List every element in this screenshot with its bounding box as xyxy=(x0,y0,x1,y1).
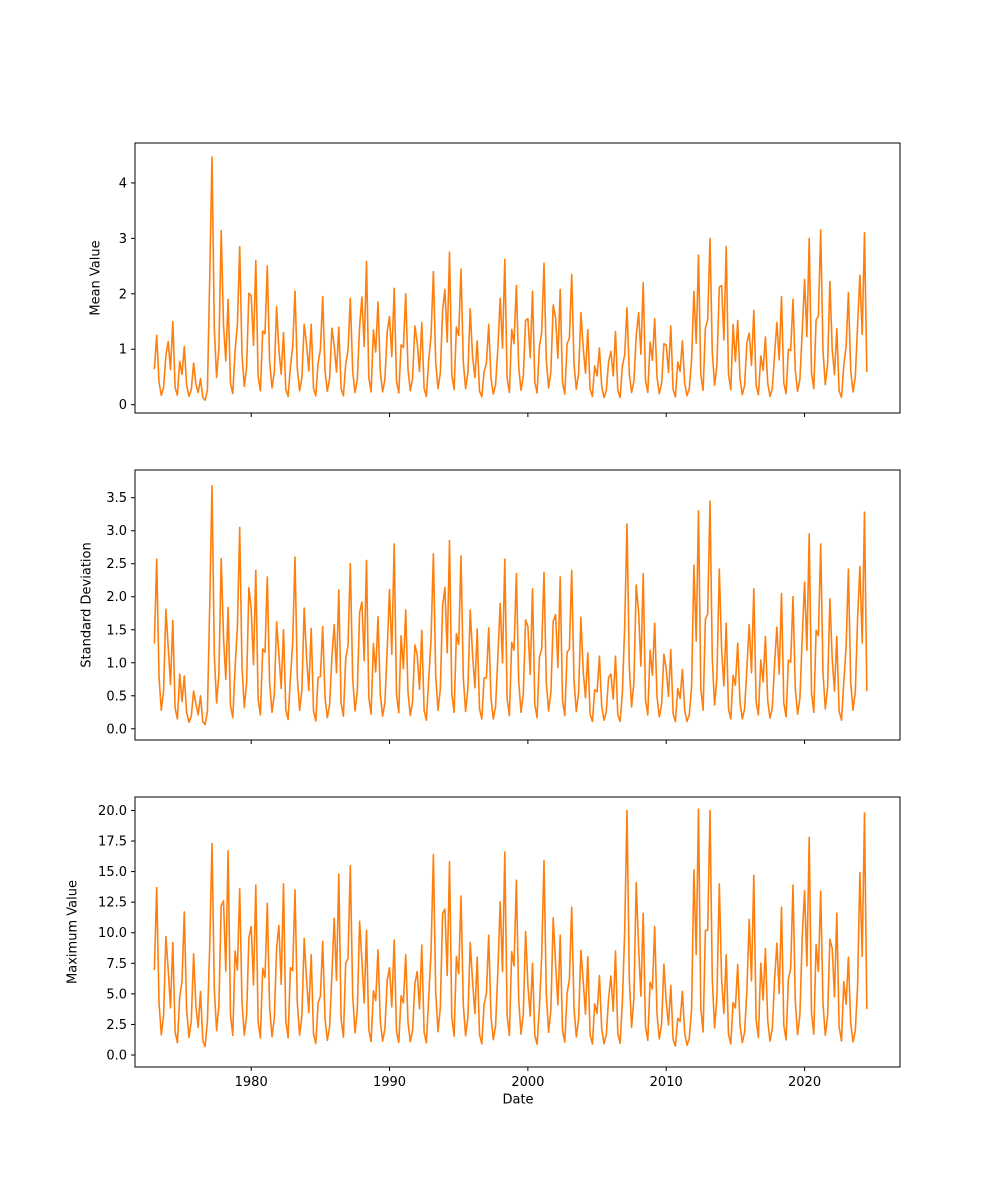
y-tick-label: 2.5 xyxy=(106,557,127,572)
axes-spines xyxy=(134,469,901,741)
y-tick-label: 7.5 xyxy=(106,957,127,972)
x-tick-label: 2020 xyxy=(788,1075,821,1090)
axes-spines xyxy=(134,142,901,414)
y-tick-label: 3.0 xyxy=(106,524,127,539)
axes-spines xyxy=(134,796,901,1068)
y-tick-label: 1.0 xyxy=(106,656,127,671)
y-tick-label: 1 xyxy=(119,343,127,358)
subplot-0: 0 1 2 3 4 xyxy=(119,142,901,417)
y-tick-label: 0.5 xyxy=(106,689,127,704)
x-tick-label: 2000 xyxy=(511,1075,544,1090)
y-tick-label: 15.0 xyxy=(98,865,127,880)
y-tick-label: 3 xyxy=(119,232,127,247)
series-line xyxy=(153,156,868,402)
y-axis-label-mean: Mean Value xyxy=(88,240,104,316)
y-axis-label-max: Maximum Value xyxy=(65,880,81,984)
y-tick-label: 20.0 xyxy=(98,804,127,819)
series-line xyxy=(153,808,868,1048)
y-tick-label: 0.0 xyxy=(106,1049,127,1064)
y-tick-label: 0 xyxy=(119,398,127,413)
y-axis-label-std: Standard Deviation xyxy=(79,542,95,668)
y-tick-label: 17.5 xyxy=(98,835,127,850)
x-tick-label: 1990 xyxy=(373,1075,406,1090)
series-line xyxy=(153,484,868,726)
x-tick-label: 2010 xyxy=(650,1075,683,1090)
y-tick-label: 2.0 xyxy=(106,590,127,605)
subplot-1: 0.0 0.5 1.0 1.5 2.0 2.5 3.0 3.5 xyxy=(106,469,901,744)
y-tick-label: 12.5 xyxy=(98,896,127,911)
y-tick-label: 10.0 xyxy=(98,926,127,941)
y-tick-label: 3.5 xyxy=(106,491,127,506)
y-tick-label: 0.0 xyxy=(106,722,127,737)
y-tick-label: 2 xyxy=(119,287,127,302)
subplot-2: 0.0 2.5 5.0 7.5 10.0 12.5 15.0 17.5 20.0 1980 1990… xyxy=(98,796,901,1090)
y-tick-label: 5.0 xyxy=(106,987,127,1002)
y-tick-label: 2.5 xyxy=(106,1018,127,1033)
x-axis-label-date: Date xyxy=(502,1092,534,1108)
y-tick-label: 4 xyxy=(119,176,127,191)
x-tick-label: 1980 xyxy=(235,1075,268,1090)
y-tick-label: 1.5 xyxy=(106,623,127,638)
